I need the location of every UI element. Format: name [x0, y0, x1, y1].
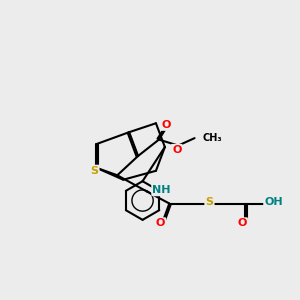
Text: OH: OH [264, 197, 283, 207]
Text: S: S [206, 197, 213, 207]
Text: O: O [156, 218, 165, 228]
Text: CH₃: CH₃ [203, 133, 223, 143]
Text: O: O [162, 120, 171, 130]
Text: S: S [90, 166, 98, 176]
Text: O: O [172, 145, 182, 155]
Text: NH: NH [152, 185, 171, 195]
Text: O: O [238, 218, 247, 228]
